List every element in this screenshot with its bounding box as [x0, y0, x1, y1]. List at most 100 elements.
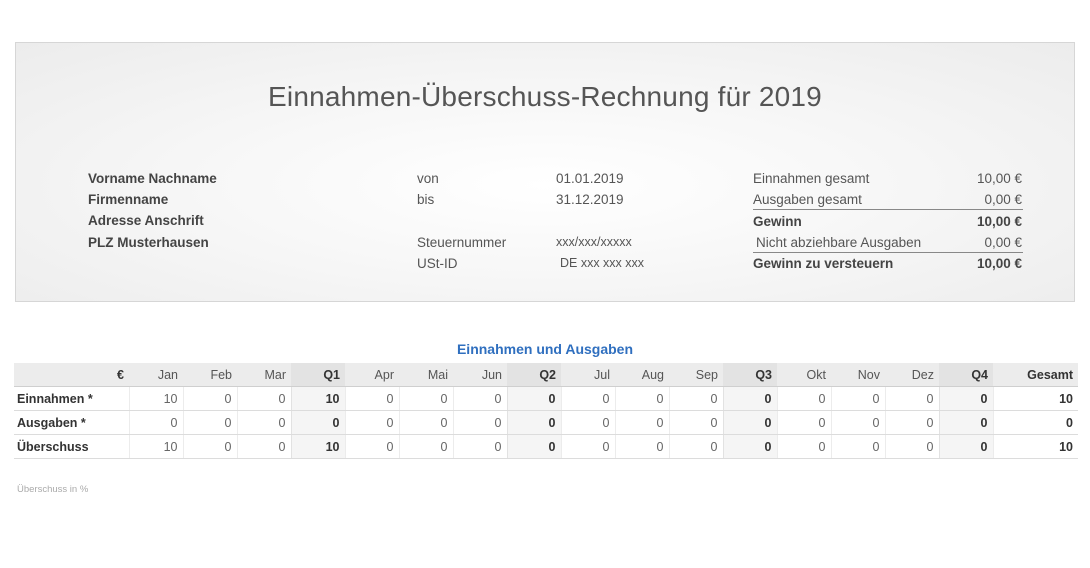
- column-header: Feb: [183, 363, 237, 387]
- row-label: Einnahmen *: [14, 386, 129, 411]
- table-cell: 0: [668, 434, 723, 459]
- table-cell: 0: [776, 386, 831, 411]
- period-to-label: bis: [417, 192, 435, 207]
- nondeductible-value: 0,00 €: [984, 235, 1022, 250]
- table-cell: 0: [830, 434, 885, 459]
- table-cell: 0: [506, 434, 561, 459]
- column-header: €: [14, 363, 129, 387]
- table-cell: 0: [506, 410, 561, 435]
- table-cell: 10: [128, 386, 183, 411]
- address-street: Adresse Anschrift: [88, 213, 204, 228]
- summary-divider-1: [753, 209, 1023, 210]
- income-expenses-table: € Jan Feb Mar Q1 Apr Mai Jun Q2 Jul Aug Sep Q3 Okt Nov…: [14, 363, 1078, 459]
- table-cell: 0: [884, 386, 939, 411]
- table-cell: 0: [722, 410, 777, 435]
- table-cell: 0: [938, 410, 993, 435]
- table-cell: 0: [668, 386, 723, 411]
- expenses-total-label: Ausgaben gesamt: [753, 192, 862, 207]
- column-header: Apr: [345, 363, 399, 387]
- column-header: Nov: [831, 363, 885, 387]
- table-cell: 0: [722, 434, 777, 459]
- table-cell: 0: [776, 410, 831, 435]
- table-body: Einnahmen * 10 0 0 10 0 0 0 0 0 0 0 0 0 0 0 0 10 Ausgaben …: [14, 386, 1078, 459]
- column-header: Jan: [129, 363, 183, 387]
- column-header: Q3: [723, 363, 777, 387]
- column-header: Q1: [291, 363, 345, 387]
- period-to-value: 31.12.2019: [556, 192, 624, 207]
- column-header: Q4: [939, 363, 993, 387]
- table-cell: 0: [560, 410, 615, 435]
- table-cell: 0: [236, 410, 291, 435]
- table-cell: 10: [290, 434, 345, 459]
- table-cell: 0: [344, 410, 399, 435]
- column-header: Aug: [615, 363, 669, 387]
- table-cell: 0: [884, 410, 939, 435]
- tax-number-value: xxx/xxx/xxxxx: [556, 235, 632, 249]
- table-cell: 0: [830, 410, 885, 435]
- table-cell: 0: [560, 386, 615, 411]
- table-cell: 0: [128, 410, 183, 435]
- vat-id-value: DE xxx xxx xxx: [560, 256, 645, 270]
- tax-number-label: Steuernummer: [417, 235, 507, 250]
- table-cell: 0: [830, 386, 885, 411]
- table-cell: 0: [398, 410, 453, 435]
- row-label: Überschuss: [14, 434, 129, 459]
- table-cell: 0: [182, 434, 237, 459]
- table-row: Einnahmen * 10 0 0 10 0 0 0 0 0 0 0 0 0 0 0 0 10: [14, 386, 1078, 411]
- address-name: Vorname Nachname: [88, 171, 217, 186]
- report-header: Einnahmen-Überschuss-Rechnung für 2019 V…: [15, 42, 1075, 302]
- table-cell: 0: [182, 410, 237, 435]
- table-cell: 0: [344, 434, 399, 459]
- report-title: Einnahmen-Überschuss-Rechnung für 2019: [268, 81, 822, 112]
- period-from-label: von: [417, 171, 439, 186]
- table-cell: 0: [614, 434, 669, 459]
- table-cell: 10: [128, 434, 183, 459]
- table-cell: 0: [182, 386, 237, 411]
- table-cell: 0: [776, 434, 831, 459]
- column-header: Sep: [669, 363, 723, 387]
- address-company: Firmenname: [88, 192, 169, 207]
- address-city: PLZ Musterhausen: [88, 235, 209, 250]
- table-cell: 0: [614, 386, 669, 411]
- table-cell: 0: [344, 386, 399, 411]
- nondeductible-label: Nicht abziehbare Ausgaben: [756, 235, 922, 250]
- period-from-value: 01.01.2019: [556, 171, 624, 186]
- vat-id-label: USt-ID: [417, 256, 458, 271]
- table-cell: 0: [452, 386, 507, 411]
- table-cell: 0: [452, 434, 507, 459]
- table-cell: 0: [506, 386, 561, 411]
- table-row: Ausgaben * 0 0 0 0 0 0 0 0 0 0 0 0 0 0 0 0 0: [14, 410, 1078, 435]
- table-header-row: € Jan Feb Mar Q1 Apr Mai Jun Q2 Jul Aug Sep Q3 Okt Nov…: [14, 363, 1078, 387]
- expenses-total-value: 0,00 €: [984, 192, 1022, 207]
- table-cell: 0: [398, 434, 453, 459]
- table-cell: 0: [614, 410, 669, 435]
- summary-divider-2: [753, 252, 1023, 253]
- taxable-profit-value: 10,00 €: [976, 256, 1022, 271]
- table-cell: 0: [452, 410, 507, 435]
- table-cell: 0: [938, 386, 993, 411]
- column-header: Mar: [237, 363, 291, 387]
- column-header: Jul: [561, 363, 615, 387]
- table-cell: 0: [398, 386, 453, 411]
- column-header: Q2: [507, 363, 561, 387]
- table-cell: 10: [992, 434, 1078, 459]
- table-cell: 10: [290, 386, 345, 411]
- table-cell: 0: [560, 434, 615, 459]
- taxable-profit-label: Gewinn zu versteuern: [753, 256, 894, 271]
- table-cell: 0: [668, 410, 723, 435]
- profit-value: 10,00 €: [976, 214, 1022, 229]
- column-header: Okt: [777, 363, 831, 387]
- table-title: Einnahmen und Ausgaben: [456, 341, 634, 357]
- table-cell: 0: [938, 434, 993, 459]
- table-cell: 0: [884, 434, 939, 459]
- table-cell: 10: [992, 386, 1078, 411]
- column-header: Dez: [885, 363, 939, 387]
- profit-label: Gewinn: [753, 214, 802, 229]
- column-header: Jun: [453, 363, 507, 387]
- table-cell: 0: [992, 410, 1078, 435]
- row-label: Ausgaben *: [14, 410, 129, 435]
- table-cell: 0: [722, 386, 777, 411]
- surplus-percent-note: Überschuss in %: [17, 484, 89, 495]
- column-header: Gesamt: [993, 363, 1078, 387]
- table-cell: 0: [236, 386, 291, 411]
